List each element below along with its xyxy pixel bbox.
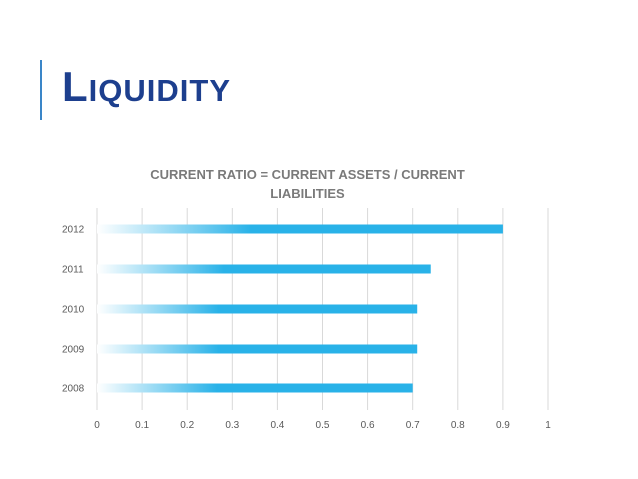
slide-title-initial: L: [62, 63, 89, 110]
slide-title: LIQUIDITY: [62, 66, 231, 108]
category-label: 2009: [62, 345, 85, 356]
x-tick-label: 0.7: [406, 420, 420, 431]
bar-2010: [97, 304, 418, 314]
x-tick-label: 0.5: [316, 420, 330, 431]
slide-title-rest: IQUIDITY: [88, 73, 231, 108]
x-tick-label: 0.6: [361, 420, 375, 431]
x-tick-label: 0.8: [451, 420, 465, 431]
category-label: 2008: [62, 384, 85, 395]
title-accent-line: [40, 60, 42, 120]
x-tick-label: 0.1: [135, 420, 149, 431]
category-label: 2012: [62, 225, 85, 236]
x-tick-label: 1: [545, 420, 551, 431]
x-tick-label: 0.9: [496, 420, 510, 431]
category-labels: 2012 2011 2010 2009 2008: [62, 225, 85, 395]
x-tick-label: 0.4: [270, 420, 284, 431]
category-label: 2010: [62, 305, 85, 316]
category-label: 2011: [62, 265, 84, 276]
bar-2012: [97, 224, 503, 234]
x-tick-label: 0.2: [180, 420, 194, 431]
bar-2008: [97, 383, 413, 393]
bar-2011: [97, 264, 431, 274]
chart-title: CURRENT RATIO = CURRENT ASSETS / CURRENT…: [150, 167, 465, 201]
x-tick-label: 0.3: [225, 420, 239, 431]
x-tick-labels: 0 0.1 0.2 0.3 0.4 0.5 0.6 0.7 0.8 0.9 1: [94, 420, 551, 431]
bars: [97, 224, 503, 393]
bar-2009: [97, 344, 418, 354]
x-tick-label: 0: [94, 420, 100, 431]
